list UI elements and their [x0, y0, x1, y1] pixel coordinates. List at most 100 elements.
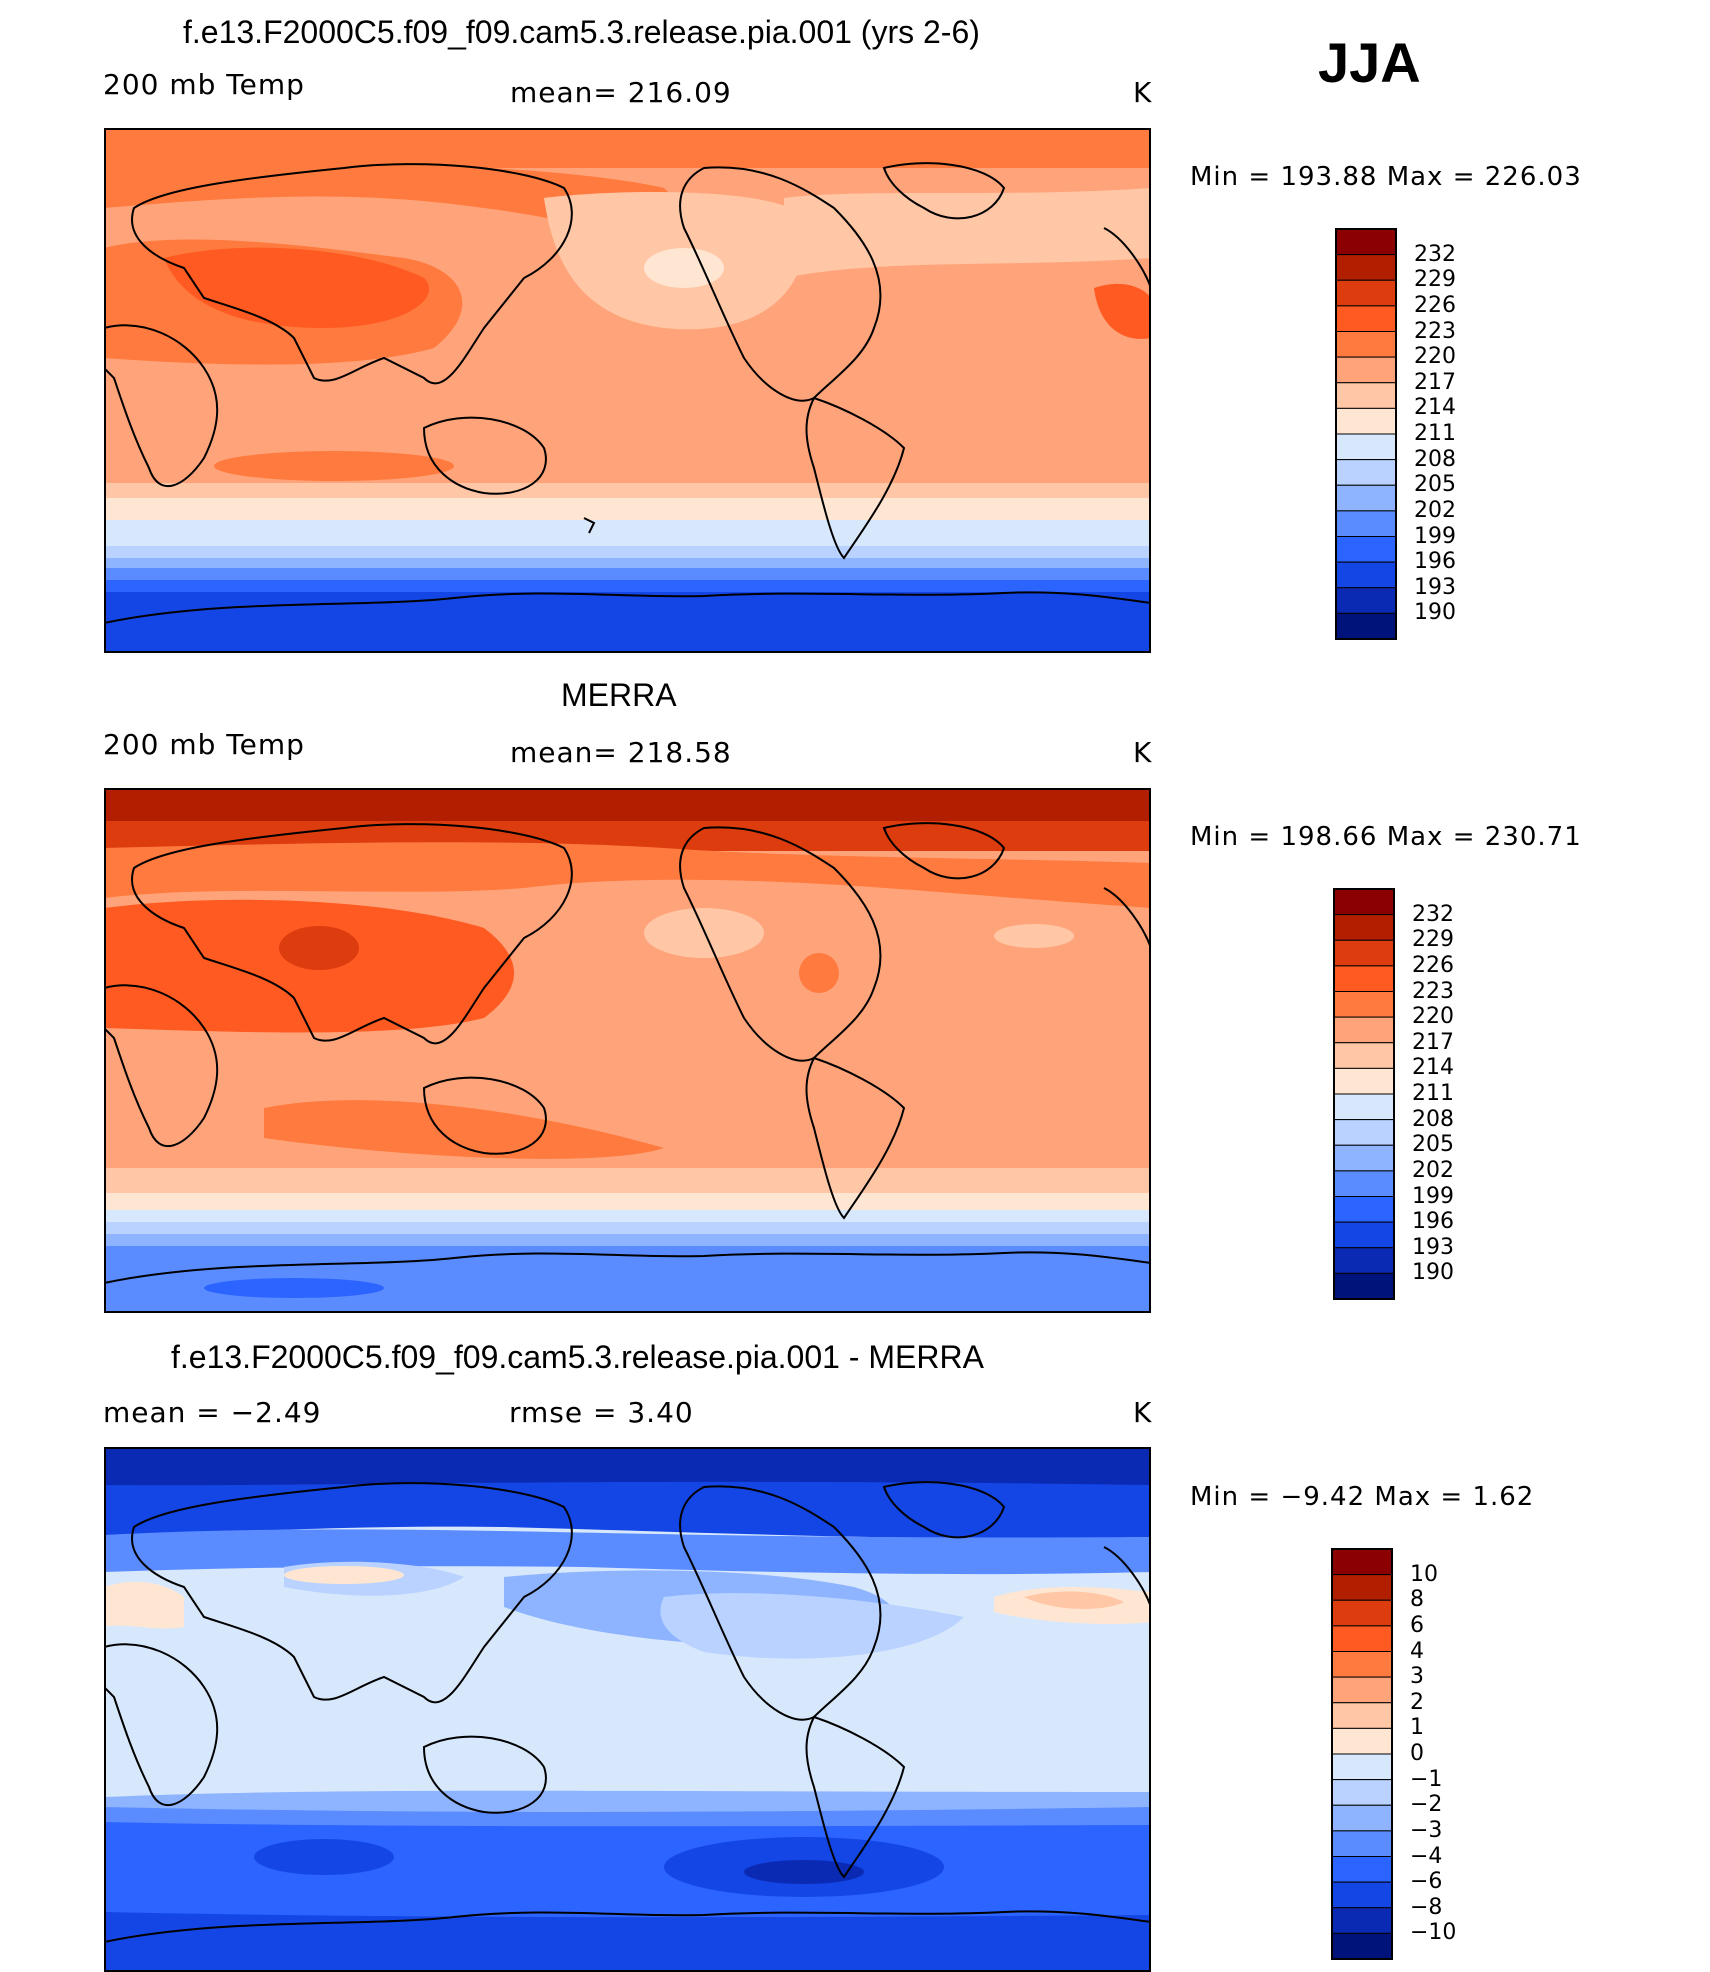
panel-title-obs: MERRA: [561, 677, 677, 713]
colorbar-tick-label: 1: [1410, 1715, 1424, 1741]
colorbar-tick-label: 6: [1410, 1612, 1424, 1638]
map-diff: [104, 1447, 1151, 1972]
colorbar-tick-label: 223: [1412, 978, 1454, 1004]
colorbar-tick-label: 208: [1414, 446, 1456, 472]
colorbar-tick-label: 199: [1414, 523, 1456, 549]
colorbar-swatch: [1333, 939, 1395, 967]
colorbar-swatch: [1331, 1881, 1393, 1909]
rmse-label-diff: rmse = 3.40: [509, 1396, 694, 1429]
colorbar-obs: [1333, 888, 1395, 1300]
colorbar-tick-label: 202: [1412, 1157, 1454, 1183]
colorbar-tick-label: 217: [1412, 1029, 1454, 1055]
colorbar-tick-label: 10: [1410, 1561, 1438, 1587]
colorbar-swatch: [1331, 1702, 1393, 1729]
colorbar-tick-label: 226: [1414, 292, 1456, 318]
colorbar-tick-label: 232: [1412, 901, 1454, 927]
colorbar-tick-label: 214: [1412, 1055, 1454, 1081]
mean-label-diff: mean = −2.49: [103, 1396, 322, 1429]
colorbar-swatch: [1333, 1221, 1395, 1249]
colorbar-swatch: [1331, 1548, 1393, 1576]
colorbar-swatch: [1335, 228, 1397, 256]
colorbar-swatch: [1335, 305, 1397, 332]
colorbar-swatch: [1335, 279, 1397, 307]
colorbar-swatch: [1335, 561, 1397, 589]
colorbar-tick-label: 3: [1410, 1664, 1424, 1690]
mean-label-obs: mean= 218.58: [510, 736, 732, 769]
colorbar-swatch: [1333, 914, 1395, 941]
colorbar-swatch: [1331, 1804, 1393, 1832]
colorbar-swatch: [1333, 888, 1395, 916]
colorbar-tick-label: −4: [1410, 1843, 1443, 1869]
colorbar-tick-label: 229: [1412, 927, 1454, 953]
colorbar-swatch: [1331, 1907, 1393, 1934]
map-obs: [104, 788, 1151, 1313]
colorbar-tick-label: 196: [1414, 549, 1456, 575]
colorbar-tick-label: −2: [1410, 1792, 1443, 1818]
colorbar-tick-label: 205: [1412, 1132, 1454, 1158]
field-label-model: 200 mb Temp: [103, 68, 305, 101]
colorbar-swatch: [1331, 1625, 1393, 1652]
units-label-diff: K: [1133, 1396, 1153, 1429]
colorbar-swatch: [1333, 991, 1395, 1018]
map-model: [104, 128, 1151, 653]
colorbar-tick-label: 4: [1410, 1638, 1424, 1664]
colorbar-swatch: [1331, 1574, 1393, 1601]
colorbar-swatch: [1335, 331, 1397, 358]
colorbar-tick-label: 193: [1412, 1234, 1454, 1260]
colorbar-tick-label: 226: [1412, 952, 1454, 978]
colorbar-tick-label: 202: [1414, 497, 1456, 523]
colorbar-tick-label: 205: [1414, 472, 1456, 498]
colorbar-swatch: [1331, 1676, 1393, 1704]
colorbar-swatch: [1335, 254, 1397, 281]
minmax-model: Min = 193.88 Max = 226.03: [1190, 162, 1582, 192]
field-label-obs: 200 mb Temp: [103, 728, 305, 761]
colorbar-tick-label: 214: [1414, 395, 1456, 421]
colorbar-swatch: [1335, 612, 1397, 640]
colorbar-swatch: [1335, 510, 1397, 537]
colorbar-swatch: [1333, 1067, 1395, 1095]
colorbar-tick-label: 2: [1410, 1689, 1424, 1715]
colorbar-swatch: [1335, 459, 1397, 486]
colorbar-swatch: [1333, 965, 1395, 992]
colorbar-tick-label: 220: [1414, 344, 1456, 370]
colorbar-tick-label: 190: [1414, 600, 1456, 626]
colorbar-swatch: [1331, 1753, 1393, 1781]
colorbar-swatch: [1333, 1170, 1395, 1197]
colorbar-swatch: [1335, 587, 1397, 614]
colorbar-tick-label: 211: [1412, 1081, 1454, 1106]
colorbar-tick-label: −8: [1410, 1894, 1443, 1920]
colorbar-swatch: [1333, 1196, 1395, 1223]
colorbar-tick-label: −10: [1410, 1920, 1457, 1946]
colorbar-swatch: [1333, 1119, 1395, 1146]
colorbar-swatch: [1335, 433, 1397, 461]
colorbar-swatch: [1333, 1093, 1395, 1121]
colorbar-tick-label: 0: [1410, 1741, 1424, 1766]
colorbar-diff: [1331, 1548, 1393, 1960]
colorbar-tick-label: 208: [1412, 1106, 1454, 1132]
colorbar-swatch: [1335, 536, 1397, 563]
colorbar-tick-label: 211: [1414, 421, 1456, 446]
colorbar-tick-label: 229: [1414, 267, 1456, 293]
colorbar-swatch: [1335, 356, 1397, 384]
minmax-obs: Min = 198.66 Max = 230.71: [1190, 822, 1582, 852]
colorbar-swatch: [1331, 1599, 1393, 1627]
mean-label-model: mean= 216.09: [510, 76, 732, 109]
colorbar-tick-label: −6: [1410, 1869, 1443, 1895]
colorbar-swatch: [1331, 1932, 1393, 1960]
colorbar-tick-label: 196: [1412, 1209, 1454, 1235]
colorbar-tick-label: 232: [1414, 241, 1456, 267]
colorbar-tick-label: −1: [1410, 1766, 1443, 1792]
colorbar-model: [1335, 228, 1397, 640]
minmax-diff: Min = −9.42 Max = 1.62: [1190, 1482, 1535, 1512]
colorbar-swatch: [1333, 1272, 1395, 1300]
colorbar-tick-label: −3: [1410, 1817, 1443, 1843]
colorbar-tick-label: 8: [1410, 1587, 1424, 1613]
colorbar-tick-label: 217: [1414, 369, 1456, 395]
colorbar-swatch: [1333, 1016, 1395, 1044]
colorbar-tick-label: 190: [1412, 1260, 1454, 1286]
colorbar-swatch: [1331, 1727, 1393, 1755]
coastlines: [104, 162, 1151, 624]
panel-title-model: f.e13.F2000C5.f09_f09.cam5.3.release.pia…: [183, 14, 980, 50]
units-label-model: K: [1133, 76, 1153, 109]
season-label: JJA: [1318, 31, 1421, 94]
